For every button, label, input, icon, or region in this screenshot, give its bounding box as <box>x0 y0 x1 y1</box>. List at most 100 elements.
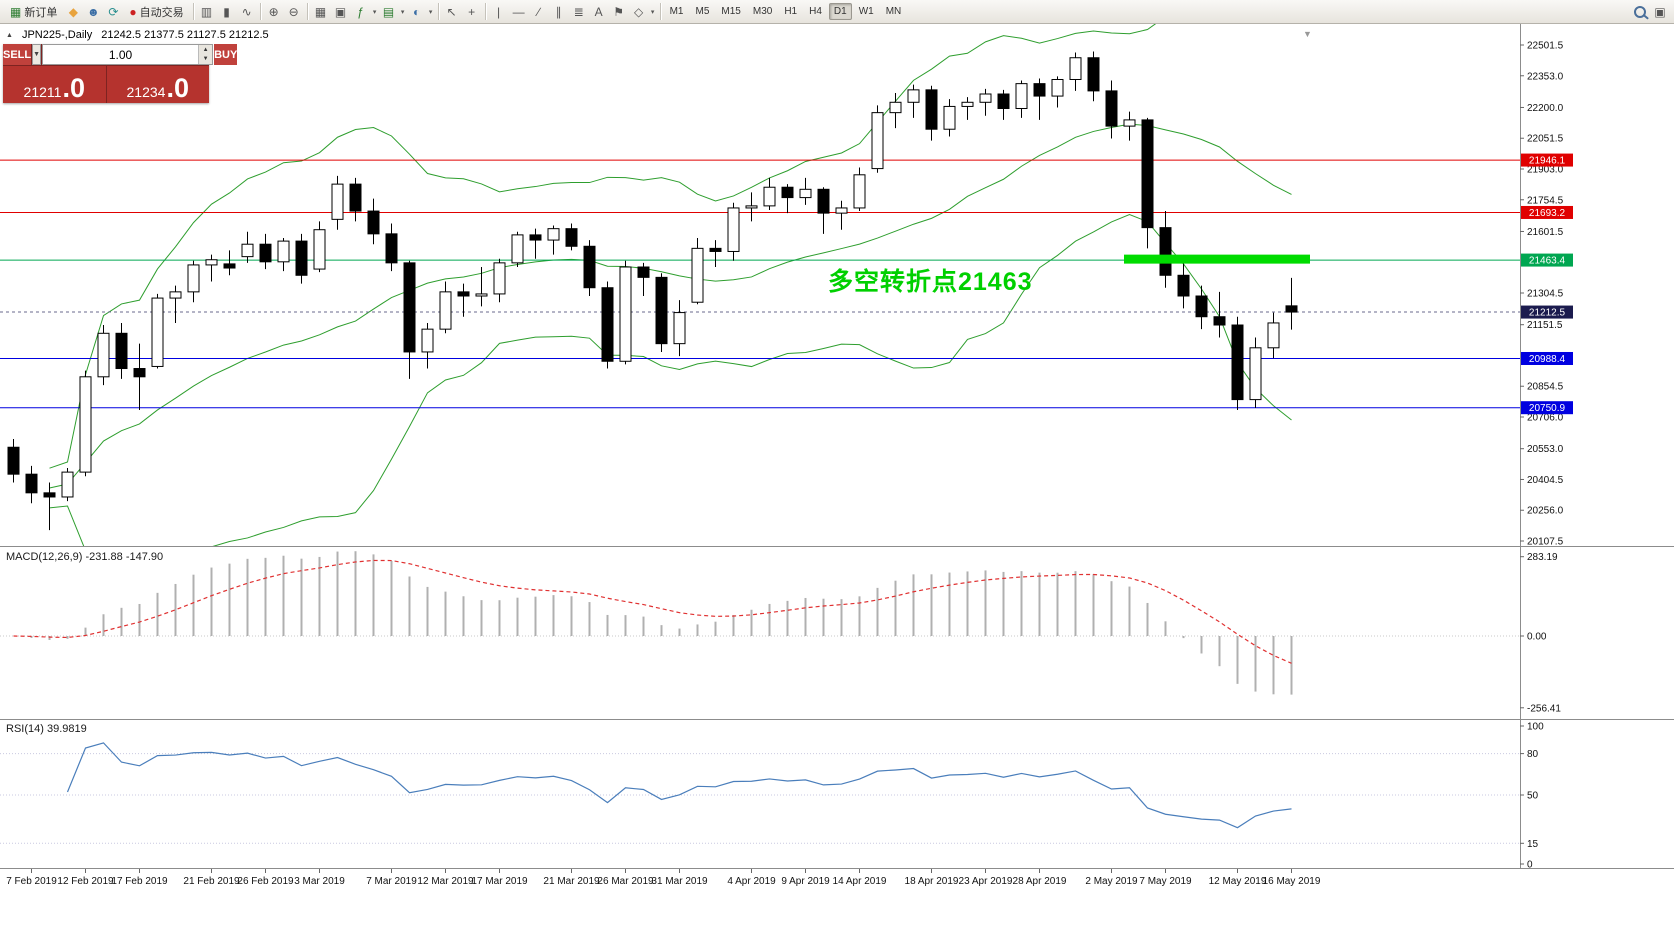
candlestick-mode-icon[interactable]: ▮ <box>223 4 230 19</box>
crosshair-icon[interactable]: + <box>468 4 476 19</box>
timeframe-d1-button[interactable]: D1 <box>828 3 852 20</box>
price-axis-area[interactable] <box>1520 24 1674 868</box>
horizontal-line-tool-icon[interactable]: — <box>512 4 525 19</box>
macd-axis-label: 283.19 <box>1527 552 1558 563</box>
new-order-icon: ▦ <box>10 4 22 19</box>
bollinger-middle-band <box>49 123 1292 489</box>
timeframe-m5-button[interactable]: M5 <box>695 6 710 17</box>
time-axis-label: 12 Mar 2019 <box>417 876 474 887</box>
bollinger-lower-band <box>49 213 1292 546</box>
price-tag-label: 20988.4 <box>1529 354 1566 365</box>
candles <box>7 51 1298 531</box>
profiles-icon[interactable]: ◐ <box>412 4 421 19</box>
price-axis-label: 21304.5 <box>1527 289 1564 300</box>
toolbar-separator <box>659 3 661 20</box>
arrange-windows-icon[interactable]: ▣ <box>334 4 347 19</box>
chart-shift-marker-icon[interactable]: ▼ <box>1303 29 1312 39</box>
buy-price-button[interactable]: 21234.0 <box>106 66 209 104</box>
rsi-axis-label: 15 <box>1527 839 1539 850</box>
sell-price-int: 21211 <box>23 83 62 100</box>
bar-chart-mode-icon[interactable]: ▥ <box>200 4 213 19</box>
zoom-out-icon[interactable]: ⊖ <box>288 4 299 19</box>
price-axis-label: 20404.5 <box>1527 475 1564 486</box>
new-order-button[interactable]: ▦ 新订单 <box>4 0 63 23</box>
autotrading-button[interactable]: ● 自动交易 <box>123 0 189 23</box>
label-tool-icon[interactable]: ⚑ <box>613 4 624 19</box>
profiles-caret-icon[interactable]: ▾ <box>428 8 433 16</box>
price-tag-label: 20750.9 <box>1529 403 1566 414</box>
time-axis-label: 7 Mar 2019 <box>366 876 417 887</box>
buy-button[interactable]: BUY <box>214 44 238 65</box>
price-tag <box>1521 305 1573 319</box>
price-axis-label: 20256.0 <box>1527 506 1564 517</box>
rsi-line <box>66 742 1292 829</box>
toolbar-separator <box>437 3 439 20</box>
tile-windows-icon[interactable]: ▦ <box>314 4 327 19</box>
autotrading-label: 自动交易 <box>139 6 184 19</box>
chart-background[interactable] <box>0 24 1674 946</box>
price-axis-label: 22353.0 <box>1527 71 1564 82</box>
new-order-label: 新订单 <box>24 6 58 19</box>
volume-field: ▲ ▼ <box>42 44 214 65</box>
vertical-line-tool-icon[interactable]: | <box>497 4 501 19</box>
timeframe-m1-button[interactable]: M1 <box>669 6 684 17</box>
price-tag <box>1521 351 1573 365</box>
shapes-tool-icon[interactable]: ◇ <box>633 4 644 19</box>
volume-spin-up-icon[interactable]: ▲ <box>199 45 213 55</box>
volume-spin-down-icon[interactable]: ▼ <box>199 54 213 64</box>
timeframe-h1-button[interactable]: H1 <box>784 6 798 17</box>
price-axis-label: 22200.0 <box>1527 103 1564 114</box>
timeframe-m30-button[interactable]: M30 <box>752 6 773 17</box>
sell-button[interactable]: SELL <box>3 44 32 65</box>
volume-input[interactable] <box>43 45 199 64</box>
toolbar-separator <box>192 3 194 20</box>
time-axis-label: 12 Feb 2019 <box>57 876 114 887</box>
support-highlight-bar[interactable] <box>1124 254 1310 264</box>
shapes-caret-icon[interactable]: ▾ <box>650 8 655 16</box>
price-tag <box>1521 401 1573 415</box>
web-refresh-icon[interactable]: ⟳ <box>108 4 119 19</box>
buy-price-dec: .0 <box>166 73 189 104</box>
toolbar-separator <box>306 3 308 20</box>
time-axis-area[interactable] <box>0 869 1674 897</box>
timeframe-w1-button[interactable]: W1 <box>858 6 874 17</box>
fibonacci-tool-icon[interactable]: ≣ <box>573 4 584 19</box>
timeframe-mn-button[interactable]: MN <box>885 6 902 17</box>
new-chart-icon[interactable]: ▤ <box>382 4 395 19</box>
indicators-icon[interactable]: ƒ <box>357 4 364 19</box>
toolbar-separator <box>259 3 261 20</box>
ohlc-values: 21242.5 21377.5 21127.5 21212.5 <box>101 29 269 41</box>
chart-collapse-icon[interactable]: ▲ <box>6 31 13 39</box>
timeframe-h4-button[interactable]: H4 <box>809 6 822 17</box>
price-axis-label: 21601.5 <box>1527 227 1564 238</box>
toolbar-separator <box>484 3 486 20</box>
new-chart-caret-icon[interactable]: ▾ <box>400 8 405 16</box>
line-chart-mode-icon[interactable]: ∿ <box>241 4 252 19</box>
time-axis-label: 26 Mar 2019 <box>597 876 654 887</box>
time-axis-label: 23 Apr 2019 <box>959 876 1013 887</box>
rsi-axis-label: 80 <box>1527 749 1539 760</box>
zoom-in-icon[interactable]: ⊕ <box>268 4 279 19</box>
order-type-dropdown[interactable]: ▼ <box>32 44 42 65</box>
indicators-caret-icon[interactable]: ▾ <box>372 8 377 16</box>
price-axis-label: 21754.5 <box>1527 195 1564 206</box>
price-tag-label: 21463.4 <box>1529 256 1566 267</box>
time-axis-label: 14 Apr 2019 <box>833 876 887 887</box>
channel-tool-icon[interactable]: ∥ <box>555 4 562 19</box>
time-axis-label: 18 Apr 2019 <box>905 876 959 887</box>
sell-price-button[interactable]: 21211.0 <box>3 66 106 103</box>
buy-price-int: 21234 <box>126 83 166 100</box>
search-icon[interactable] <box>1630 2 1650 21</box>
trendline-tool-icon[interactable]: ∕ <box>537 4 540 19</box>
chart-annotation-text[interactable]: 多空转折点21463 <box>828 268 1033 296</box>
community-icon[interactable]: ☻ <box>87 4 100 19</box>
price-tag-label: 21946.1 <box>1529 156 1566 167</box>
data-window-icon[interactable]: ▣ <box>1654 4 1666 19</box>
rsi-axis-label: 0 <box>1527 860 1533 871</box>
timeframe-m15-button[interactable]: M15 <box>721 6 741 17</box>
text-tool-icon[interactable]: A <box>594 4 603 19</box>
metaquotes-icon[interactable]: ◆ <box>68 4 78 19</box>
cursor-icon[interactable]: ↖ <box>446 4 457 19</box>
time-axis-label: 7 Feb 2019 <box>6 876 57 887</box>
